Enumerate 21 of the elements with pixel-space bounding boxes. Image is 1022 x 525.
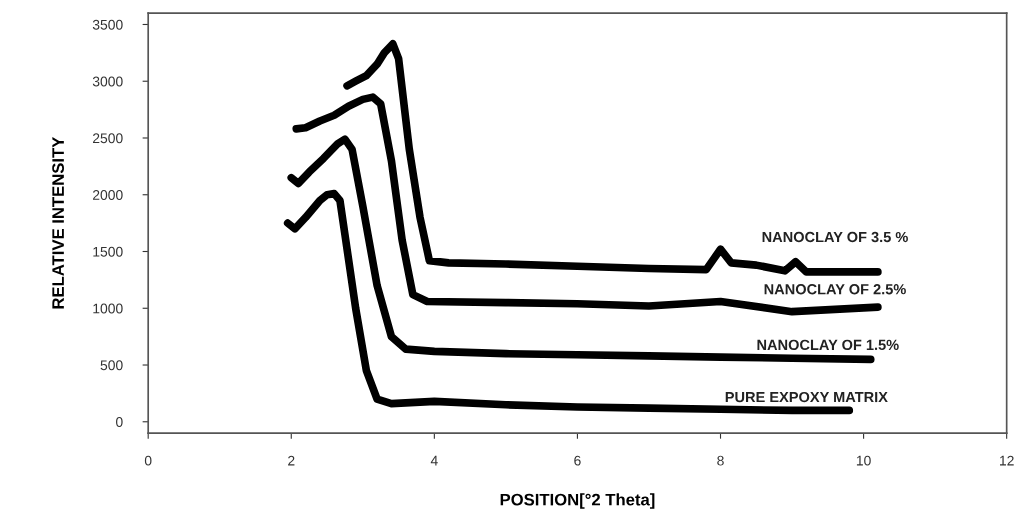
series-label: NANOCLAY OF 1.5% — [757, 339, 899, 351]
series-label: NANOCLAY OF 2.5% — [764, 284, 906, 295]
series-label: NANOCLAY OF 3.5 % — [762, 231, 908, 243]
x-tick-label: 8 — [717, 455, 724, 466]
x-tick-label: 0 — [144, 455, 152, 466]
y-tick-label: 2000 — [92, 190, 123, 200]
x-tick-label: 6 — [574, 455, 581, 466]
x-axis-title: POSITION[°2 Theta] — [500, 493, 655, 509]
x-tick-label: 4 — [430, 455, 438, 466]
x-tick-label: 10 — [856, 455, 871, 466]
y-tick-label: 3500 — [92, 19, 123, 30]
series-label: PURE EXPOXY MATRIX — [725, 391, 888, 403]
y-tick-label: 500 — [100, 360, 123, 371]
y-tick-label: 1500 — [93, 246, 123, 257]
y-tick-label: 0 — [116, 417, 123, 427]
y-axis-title: RELATIVE INTENSITY — [52, 136, 64, 309]
y-tick-label: 2500 — [92, 133, 123, 144]
x-tick-label: 12 — [1000, 455, 1014, 466]
y-tick-label: 1000 — [93, 303, 123, 314]
y-tick-label: 3000 — [92, 76, 123, 87]
x-tick-label: 2 — [288, 455, 295, 466]
